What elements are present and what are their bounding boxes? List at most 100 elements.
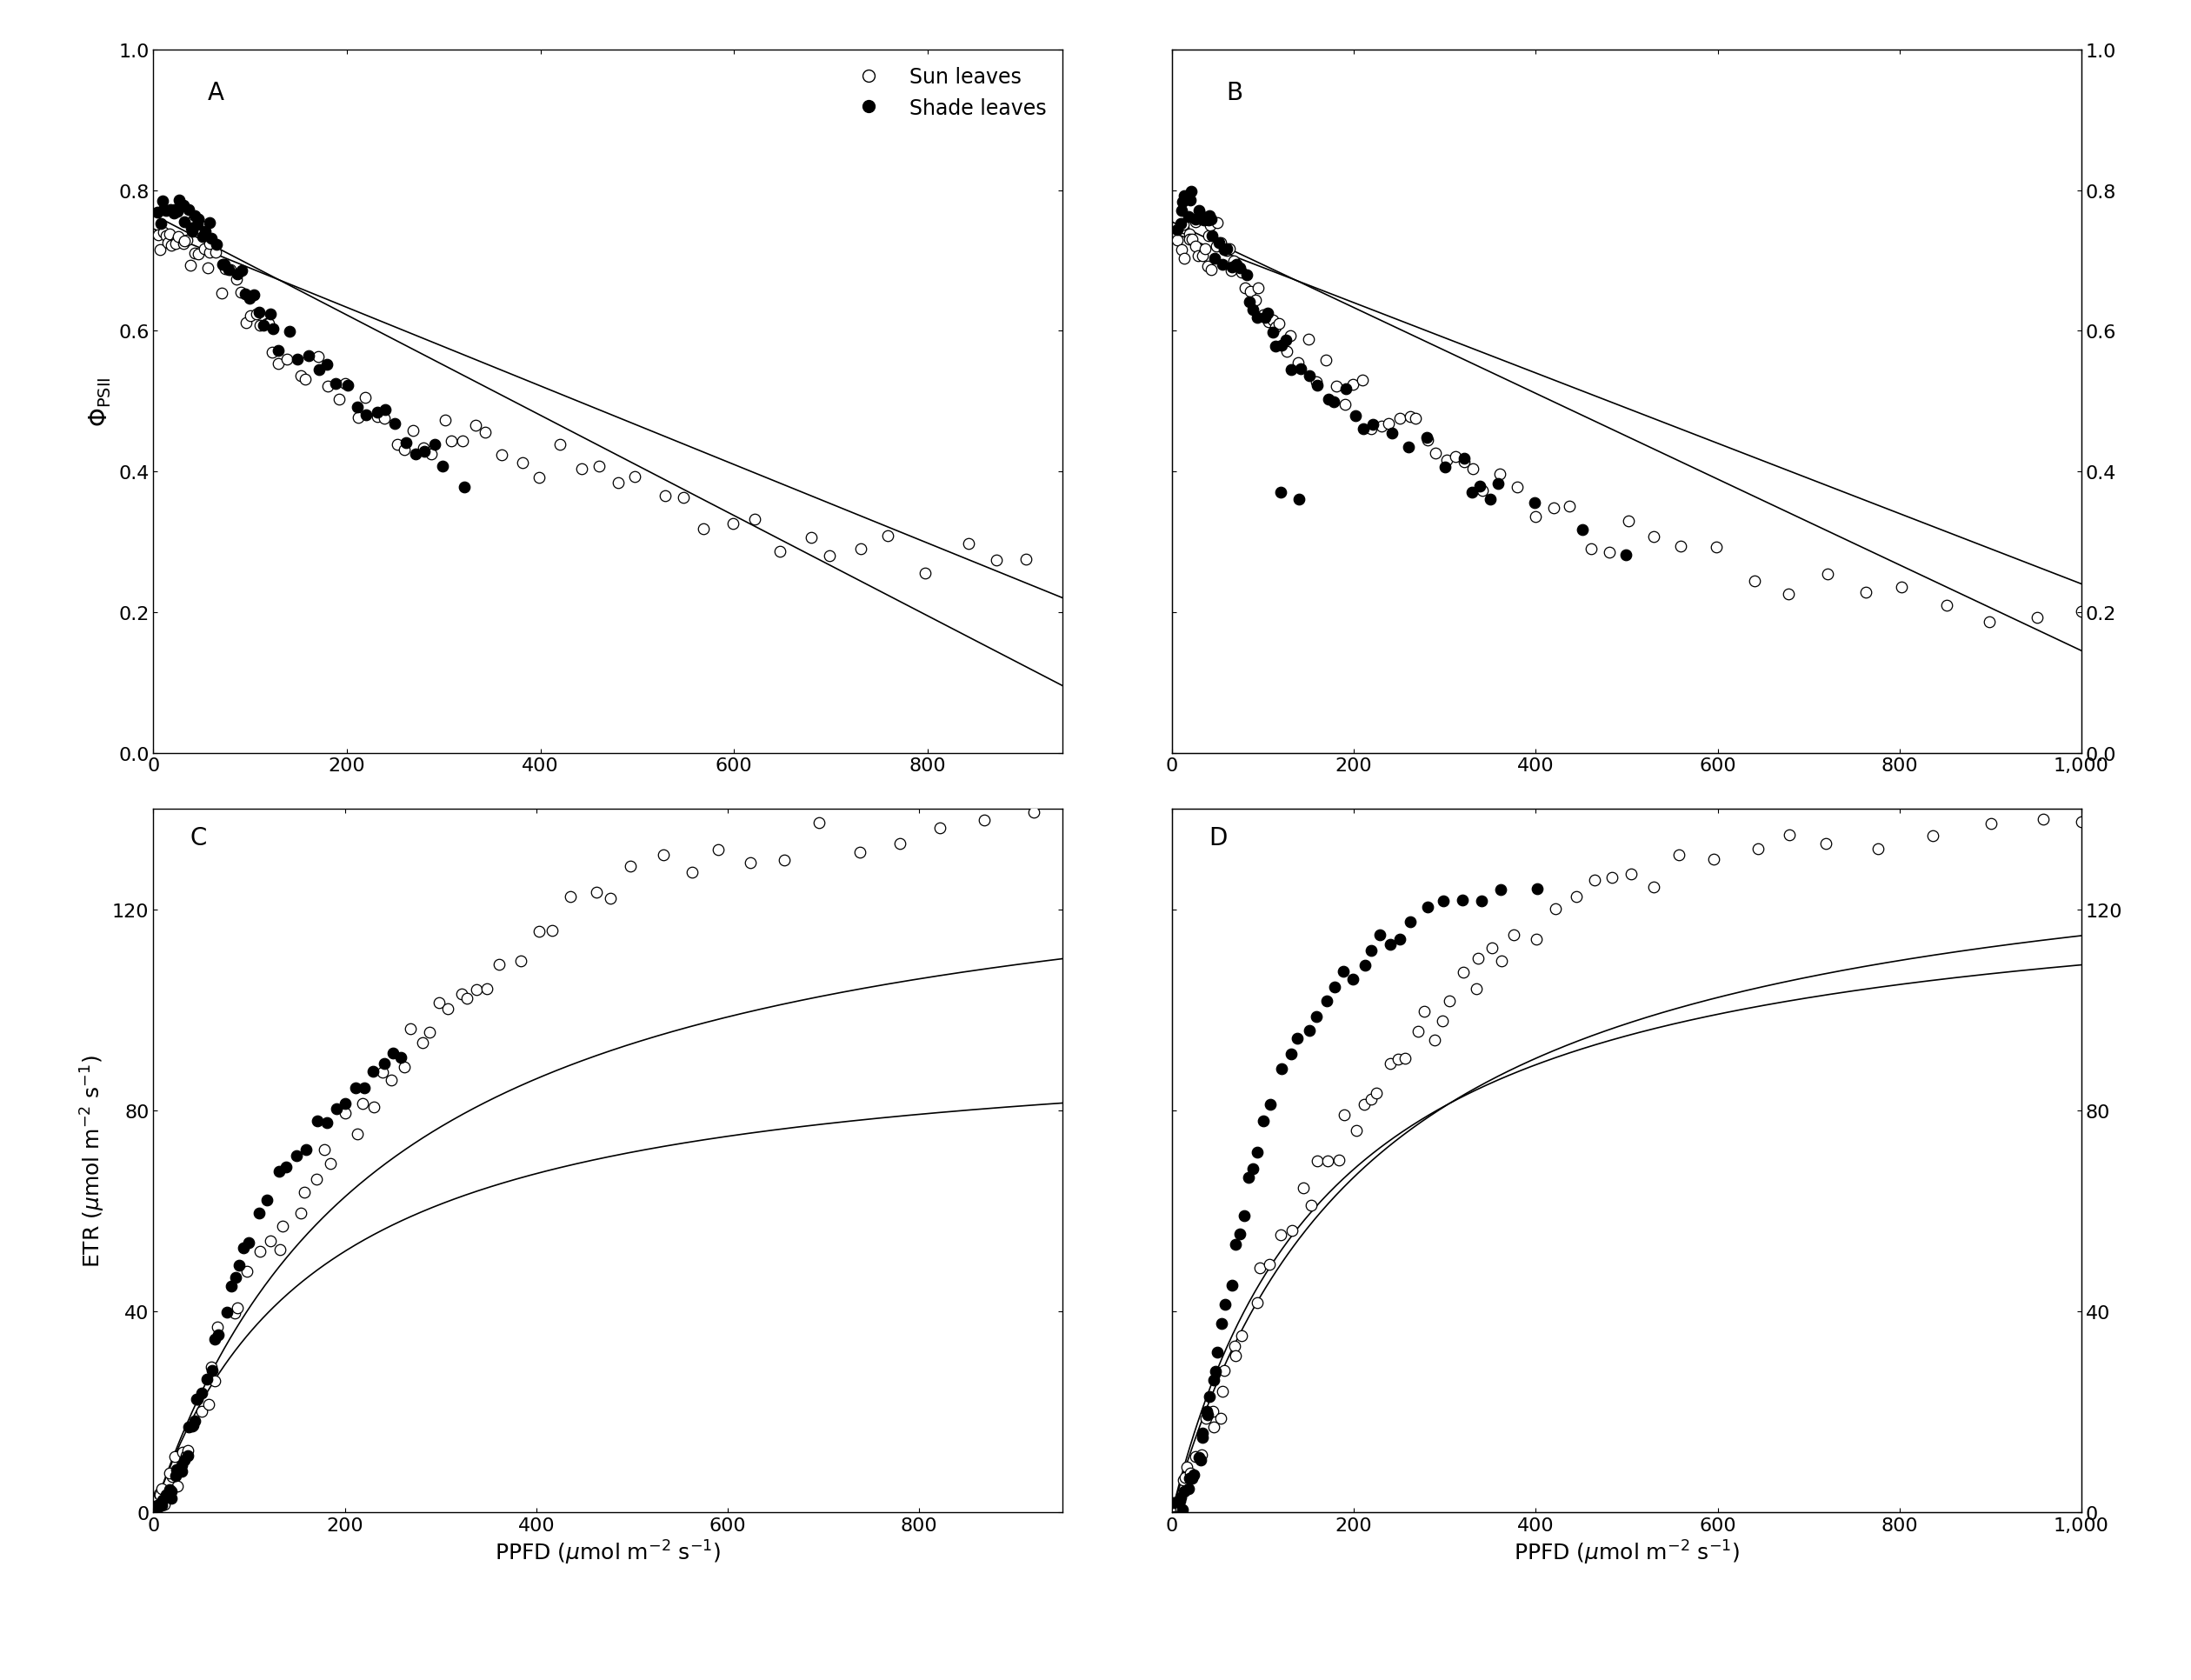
Point [199,1314,234,1341]
Legend: Sun leaves, Shade leaves: Sun leaves, Shade leaves [841,60,1052,124]
Point [521,919,557,946]
Point [484,442,519,469]
Point [1446,959,1481,986]
Point [1496,921,1532,948]
Point [2064,598,2099,625]
Point [219,1263,254,1290]
Point [1286,1174,1321,1201]
Point [1409,425,1444,452]
Point [383,1045,418,1072]
Point [145,188,180,215]
Point [171,1415,206,1441]
Point [158,1463,193,1490]
Point [156,200,191,227]
Point [171,1436,206,1463]
Point [250,311,285,338]
Point [230,1258,265,1285]
Point [1249,301,1284,328]
Point [1284,356,1319,383]
Point [445,981,480,1008]
Point [1196,1413,1231,1440]
Point [1163,198,1198,225]
Point [1185,1420,1220,1446]
Point [180,212,215,239]
Point [1354,417,1389,444]
Point [1374,420,1409,447]
Point [241,1200,276,1226]
Point [1591,539,1626,566]
Point [1282,487,1317,514]
Point [1372,412,1407,438]
Point [1183,207,1218,234]
Point [445,428,480,455]
Point [1273,358,1308,385]
Point [237,282,272,309]
Point [140,1494,175,1520]
Point [188,218,223,245]
Point [979,548,1014,575]
Point [1551,494,1586,521]
Point [666,486,701,512]
Point [1847,580,1882,606]
Point [1483,460,1518,487]
Point [1244,302,1280,329]
Point [686,516,721,543]
Point [732,848,767,875]
Point [1433,988,1468,1015]
Point [219,267,254,294]
Point [151,1477,186,1504]
Point [167,228,202,255]
Point [158,197,193,223]
Point [429,995,464,1021]
Point [1264,1221,1299,1248]
Point [1321,1147,1356,1174]
Point [193,240,228,267]
Point [1393,403,1429,430]
Point [375,1067,410,1094]
Point [215,1273,250,1300]
Point [1192,203,1227,230]
Point [1174,1465,1209,1492]
Point [158,228,193,255]
Point [1518,926,1553,953]
Point [377,410,412,437]
Point [217,1300,252,1327]
Point [1273,323,1308,349]
Point [1231,289,1266,316]
Point [2064,808,2099,835]
Point [1172,1460,1207,1487]
Point [1192,223,1227,250]
Y-axis label: ETR ($\mu$mol m$^{-2}$ s$^{-1}$): ETR ($\mu$mol m$^{-2}$ s$^{-1}$) [79,1053,107,1267]
Point [1418,440,1453,467]
Point [1214,255,1249,282]
Point [186,223,221,250]
Point [195,225,230,252]
Point [1573,536,1608,563]
Point [1196,245,1231,272]
Point [167,193,202,220]
Point [1293,363,1328,390]
Point [1166,215,1201,242]
Point [197,1326,232,1352]
Point [169,228,204,255]
Point [184,1381,219,1408]
Point [701,837,736,864]
Point [368,1050,403,1077]
Point [649,484,684,511]
Point [813,543,848,570]
Point [1483,877,1518,904]
Point [252,1228,287,1255]
Point [186,237,221,264]
Point [175,1411,210,1438]
Text: A: A [208,81,223,104]
Point [197,1368,232,1394]
Point [844,536,879,563]
Point [1328,376,1363,403]
Point [300,344,335,371]
Point [1194,207,1229,234]
Point [1461,474,1496,501]
Point [1247,1107,1282,1134]
Point [1319,373,1354,400]
Point [1174,178,1209,205]
Point [173,252,208,279]
